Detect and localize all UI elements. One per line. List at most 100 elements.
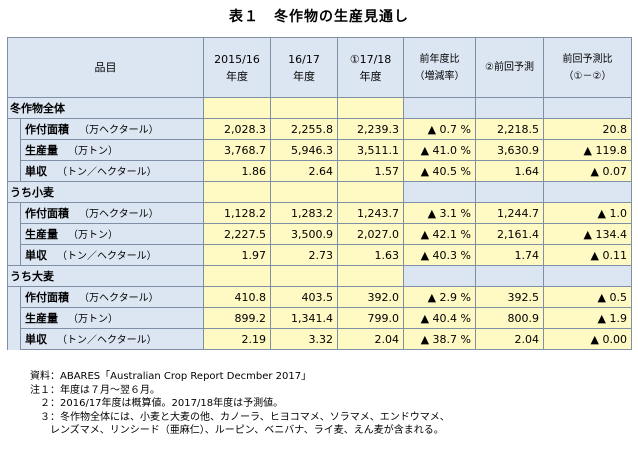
value-17-18: 1,243.7 xyxy=(337,202,404,224)
empty-cell xyxy=(475,265,544,287)
value-yoy: ▲ 41.0 % xyxy=(403,139,476,161)
table-title: 表１ 冬作物の生産見通し xyxy=(229,9,409,25)
header-yoy: 前年度比 （増減率） xyxy=(403,37,476,98)
indent-cell xyxy=(7,244,21,266)
indent-cell xyxy=(7,202,21,224)
value-17-18: 3,511.1 xyxy=(337,139,404,161)
row-unit: （トン／ヘクタール） xyxy=(57,251,157,262)
value-vs-prev: 20.8 xyxy=(543,118,632,140)
row-unit: （万ヘクタール） xyxy=(79,293,159,304)
empty-cell xyxy=(337,265,404,287)
value-16-17: 5,946.3 xyxy=(270,139,338,161)
value-prev-forecast: 1.74 xyxy=(475,244,544,266)
value-16-17: 1,341.4 xyxy=(270,307,338,329)
row-unit: （万トン） xyxy=(68,230,118,241)
indent-cell xyxy=(7,307,21,329)
row-unit: （トン／ヘクタール） xyxy=(57,335,157,346)
row-label: 生産量 （万トン） xyxy=(20,307,204,329)
value-vs-prev: ▲ 134.4 xyxy=(543,223,632,245)
empty-cell xyxy=(543,265,632,287)
value-2015-16: 899.2 xyxy=(203,307,271,329)
row-label-text: 単収 xyxy=(25,165,47,178)
value-vs-prev: ▲ 0.07 xyxy=(543,160,632,182)
value-prev-forecast: 2.04 xyxy=(475,328,544,350)
row-unit: （万トン） xyxy=(68,146,118,157)
value-16-17: 1,283.2 xyxy=(270,202,338,224)
value-17-18: 2.04 xyxy=(337,328,404,350)
row-label-text: 作付面積 xyxy=(25,207,69,220)
value-prev-forecast: 3,630.9 xyxy=(475,139,544,161)
empty-cell xyxy=(203,181,271,203)
group-name: 冬作物全体 xyxy=(7,97,204,119)
row-label: 単収 （トン／ヘクタール） xyxy=(20,328,204,350)
row-label-text: 生産量 xyxy=(25,228,58,241)
value-vs-prev: ▲ 119.8 xyxy=(543,139,632,161)
value-prev-forecast: 1,244.7 xyxy=(475,202,544,224)
table-row: 作付面積 （万ヘクタール） 410.8 403.5 392.0 ▲ 2.9 % 392.5 ▲… xyxy=(7,286,632,308)
value-yoy: ▲ 0.7 % xyxy=(403,118,476,140)
empty-cell xyxy=(337,97,404,119)
value-16-17: 3.32 xyxy=(270,328,338,350)
indent-cell xyxy=(7,118,21,140)
value-16-17: 403.5 xyxy=(270,286,338,308)
header-prev-forecast: ②前回予測 xyxy=(475,37,544,98)
value-vs-prev: ▲ 1.0 xyxy=(543,202,632,224)
value-prev-forecast: 2,161.4 xyxy=(475,223,544,245)
table-row: 生産量 （万トン） 2,227.5 3,500.9 2,027.0 ▲ 42.1 % 2,1… xyxy=(7,223,632,245)
row-label-text: 生産量 xyxy=(25,312,58,325)
group-row: 冬作物全体 xyxy=(7,97,632,119)
value-2015-16: 2.19 xyxy=(203,328,271,350)
value-yoy: ▲ 40.3 % xyxy=(403,244,476,266)
header-vs-prev: 前回予測比 （①－②） xyxy=(543,37,632,98)
row-label: 生産量 （万トン） xyxy=(20,223,204,245)
value-17-18: 1.57 xyxy=(337,160,404,182)
note-source: 資料：ABARES「Australian Crop Report Decmber… xyxy=(30,371,312,382)
indent-cell xyxy=(7,139,21,161)
row-unit: （トン／ヘクタール） xyxy=(57,167,157,178)
value-2015-16: 1.97 xyxy=(203,244,271,266)
empty-cell xyxy=(337,181,404,203)
row-label: 単収 （トン／ヘクタール） xyxy=(20,160,204,182)
group-row: うち大麦 xyxy=(7,265,632,287)
empty-cell xyxy=(403,265,476,287)
value-prev-forecast: 1.64 xyxy=(475,160,544,182)
table-row: 単収 （トン／ヘクタール） 1.97 2.73 1.63 ▲ 40.3 % 1.74 ▲ 0.… xyxy=(7,244,632,266)
indent-cell xyxy=(7,286,21,308)
value-2015-16: 410.8 xyxy=(203,286,271,308)
value-prev-forecast: 800.9 xyxy=(475,307,544,329)
empty-cell xyxy=(475,181,544,203)
value-16-17: 2.73 xyxy=(270,244,338,266)
empty-cell xyxy=(543,181,632,203)
table-row: 生産量 （万トン） 899.2 1,341.4 799.0 ▲ 40.4 % 800.9 ▲ … xyxy=(7,307,632,329)
row-label-text: 作付面積 xyxy=(25,291,69,304)
row-label-text: 生産量 xyxy=(25,144,58,157)
row-unit: （万ヘクタール） xyxy=(79,125,159,136)
empty-cell xyxy=(543,97,632,119)
note-3-cont: レンズマメ、リンシード（亜麻仁）、ルーピン、ベニバナ、ライ麦、えん麦が含まれる。 xyxy=(30,425,444,436)
indent-cell xyxy=(7,328,21,350)
indent-cell xyxy=(7,160,21,182)
group-name: うち小麦 xyxy=(7,181,204,203)
row-label: 作付面積 （万ヘクタール） xyxy=(20,118,204,140)
table-row: 単収 （トン／ヘクタール） 1.86 2.64 1.57 ▲ 40.5 % 1.64 ▲ 0.… xyxy=(7,160,632,182)
value-2015-16: 1,128.2 xyxy=(203,202,271,224)
crop-outlook-table: 品目 2015/16 年度 16/17 年度 ①17/18 年度 前年度比 （増減率） … xyxy=(7,37,632,350)
row-label-text: 単収 xyxy=(25,249,47,262)
note-2: ２：2016/17年度は概算値。2017/18年度は予測値。 xyxy=(30,398,284,409)
value-yoy: ▲ 2.9 % xyxy=(403,286,476,308)
value-17-18: 1.63 xyxy=(337,244,404,266)
table-row: 単収 （トン／ヘクタール） 2.19 3.32 2.04 ▲ 38.7 % 2.04 ▲ 0.… xyxy=(7,328,632,350)
value-2015-16: 2,028.3 xyxy=(203,118,271,140)
empty-cell xyxy=(270,97,338,119)
row-label: 生産量 （万トン） xyxy=(20,139,204,161)
empty-cell xyxy=(270,265,338,287)
row-label-text: 単収 xyxy=(25,333,47,346)
row-label: 単収 （トン／ヘクタール） xyxy=(20,244,204,266)
row-label: 作付面積 （万ヘクタール） xyxy=(20,202,204,224)
empty-cell xyxy=(203,265,271,287)
empty-cell xyxy=(203,97,271,119)
value-vs-prev: ▲ 1.9 xyxy=(543,307,632,329)
row-unit: （万トン） xyxy=(68,314,118,325)
row-unit: （万ヘクタール） xyxy=(79,209,159,220)
value-2015-16: 2,227.5 xyxy=(203,223,271,245)
